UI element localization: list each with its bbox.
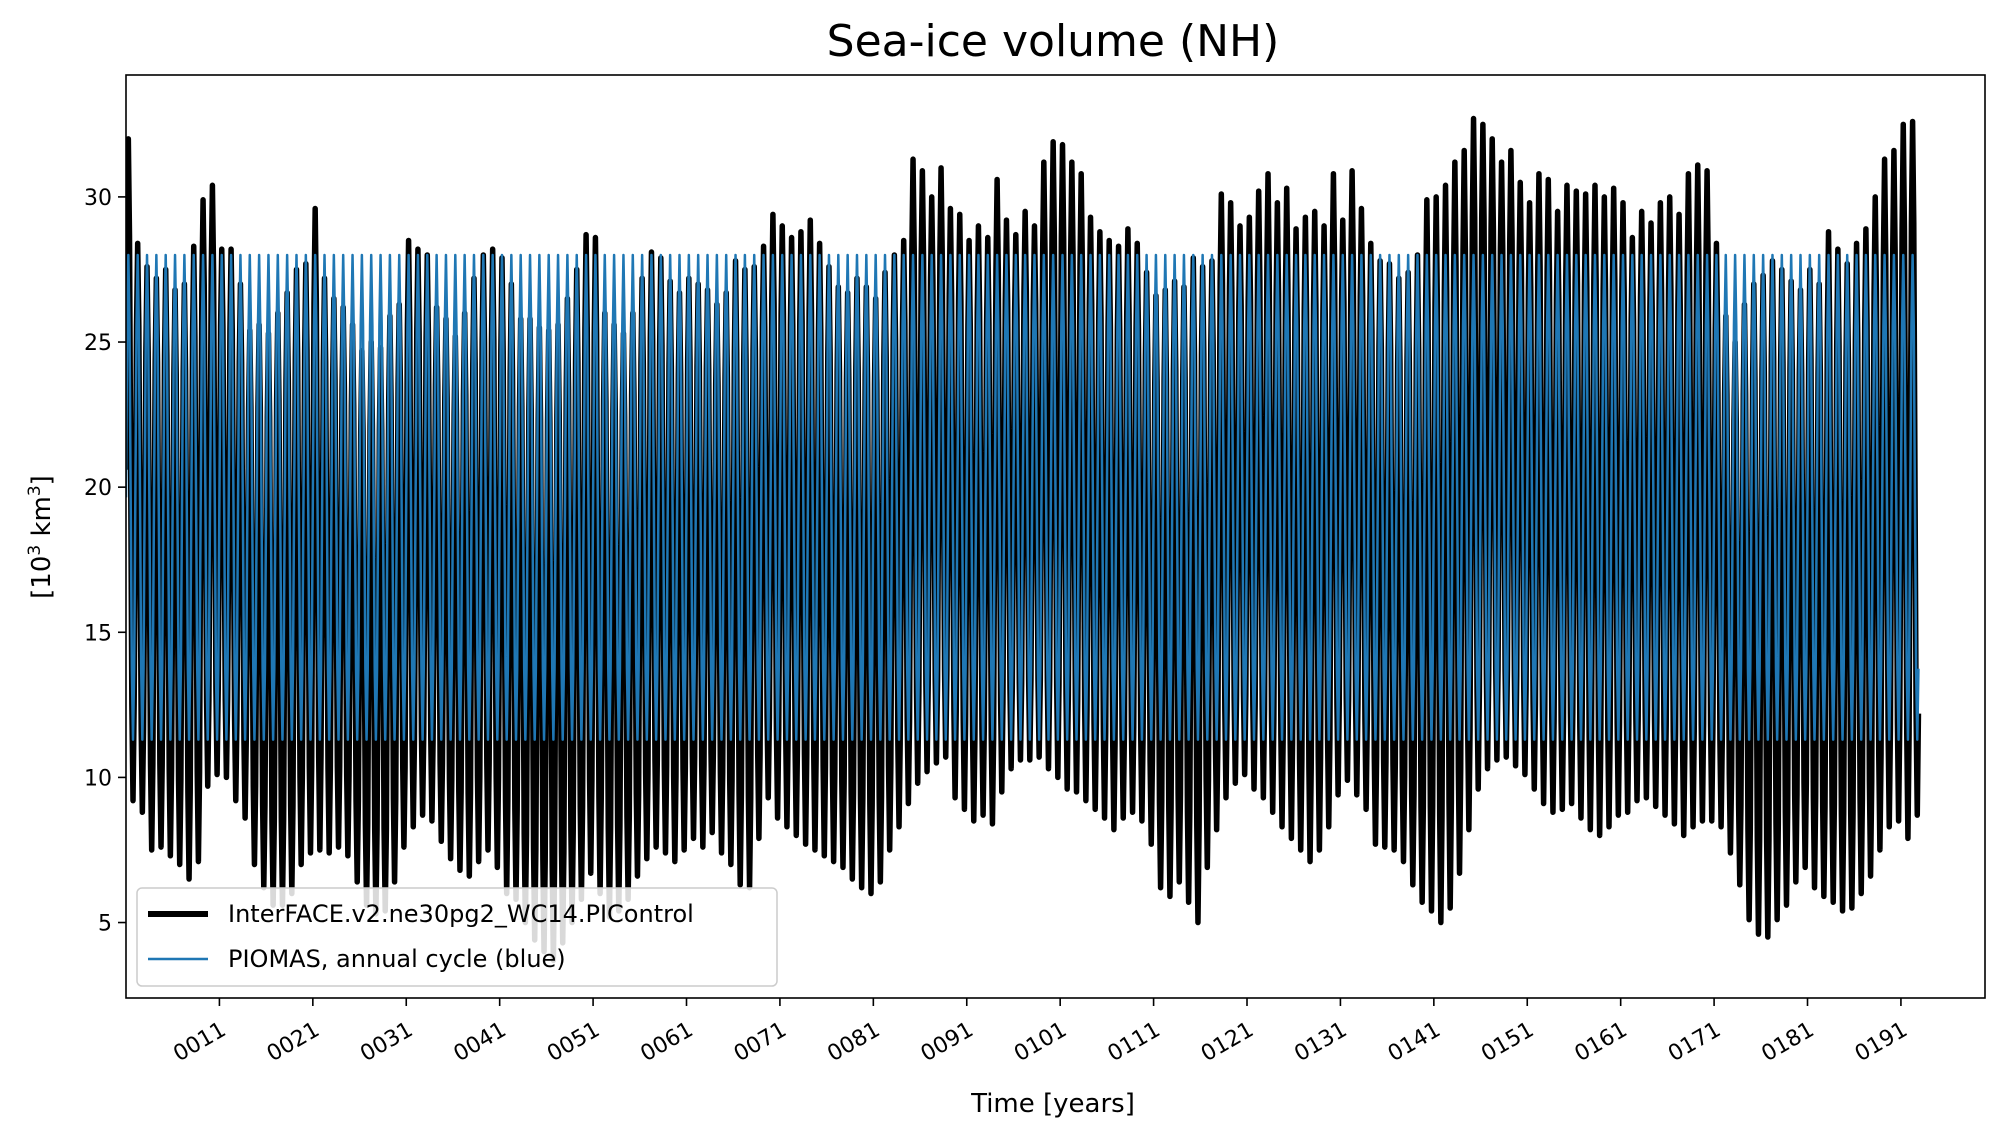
y-tick-label: 10 bbox=[84, 766, 112, 791]
plot-area-frame bbox=[125, 74, 1986, 999]
series-line-piomas bbox=[126, 253, 1920, 741]
x-tick-label: 0191 bbox=[1851, 1017, 1912, 1067]
x-tick-label: 0121 bbox=[1197, 1017, 1258, 1067]
legend-label-piomas: PIOMAS, annual cycle (blue) bbox=[228, 945, 566, 973]
legend-box bbox=[136, 887, 778, 987]
x-axis-label: Time [years] bbox=[970, 1089, 1135, 1119]
x-tick-label: 0021 bbox=[263, 1017, 324, 1067]
x-tick-label: 0181 bbox=[1758, 1017, 1819, 1067]
chart-title: Sea-ice volume (NH) bbox=[827, 16, 1280, 67]
y-tick-label: 25 bbox=[84, 331, 112, 356]
x-tick-label: 0071 bbox=[730, 1017, 791, 1067]
y-tick-label: 5 bbox=[98, 912, 112, 937]
legend-label-model: InterFACE.v2.ne30pg2_WC14.PIControl bbox=[228, 900, 694, 928]
x-tick-label: 0171 bbox=[1664, 1017, 1725, 1067]
x-tick-label: 0101 bbox=[1010, 1017, 1071, 1067]
x-tick-label: 0141 bbox=[1384, 1017, 1445, 1067]
x-tick-label: 0131 bbox=[1290, 1017, 1351, 1067]
x-tick-label: 0151 bbox=[1477, 1017, 1538, 1067]
x-tick-label: 0041 bbox=[450, 1017, 511, 1067]
legend: InterFACE.v2.ne30pg2_WC14.PIControl PIOM… bbox=[136, 887, 778, 987]
x-tick-label: 0111 bbox=[1104, 1017, 1165, 1067]
x-tick-label: 0061 bbox=[637, 1017, 698, 1067]
x-tick-label: 0081 bbox=[823, 1017, 884, 1067]
y-tick-label: 30 bbox=[84, 186, 112, 211]
y-tick-label: 15 bbox=[84, 621, 112, 646]
x-axis: 0011 0021 0031 0041 0051 0061 0071 0081 0091 0101… bbox=[169, 998, 1912, 1067]
y-axis: 5 10 15 20 25 30 bbox=[84, 186, 126, 937]
y-tick-label: 20 bbox=[84, 476, 112, 501]
x-tick-label: 0051 bbox=[543, 1017, 604, 1067]
y-axis-label: [103 km3] bbox=[25, 475, 57, 599]
x-tick-label: 0031 bbox=[356, 1017, 417, 1067]
x-tick-label: 0091 bbox=[917, 1017, 978, 1067]
x-tick-label: 0161 bbox=[1571, 1017, 1632, 1067]
x-tick-label: 0011 bbox=[169, 1017, 230, 1067]
series-layer bbox=[126, 115, 1922, 964]
